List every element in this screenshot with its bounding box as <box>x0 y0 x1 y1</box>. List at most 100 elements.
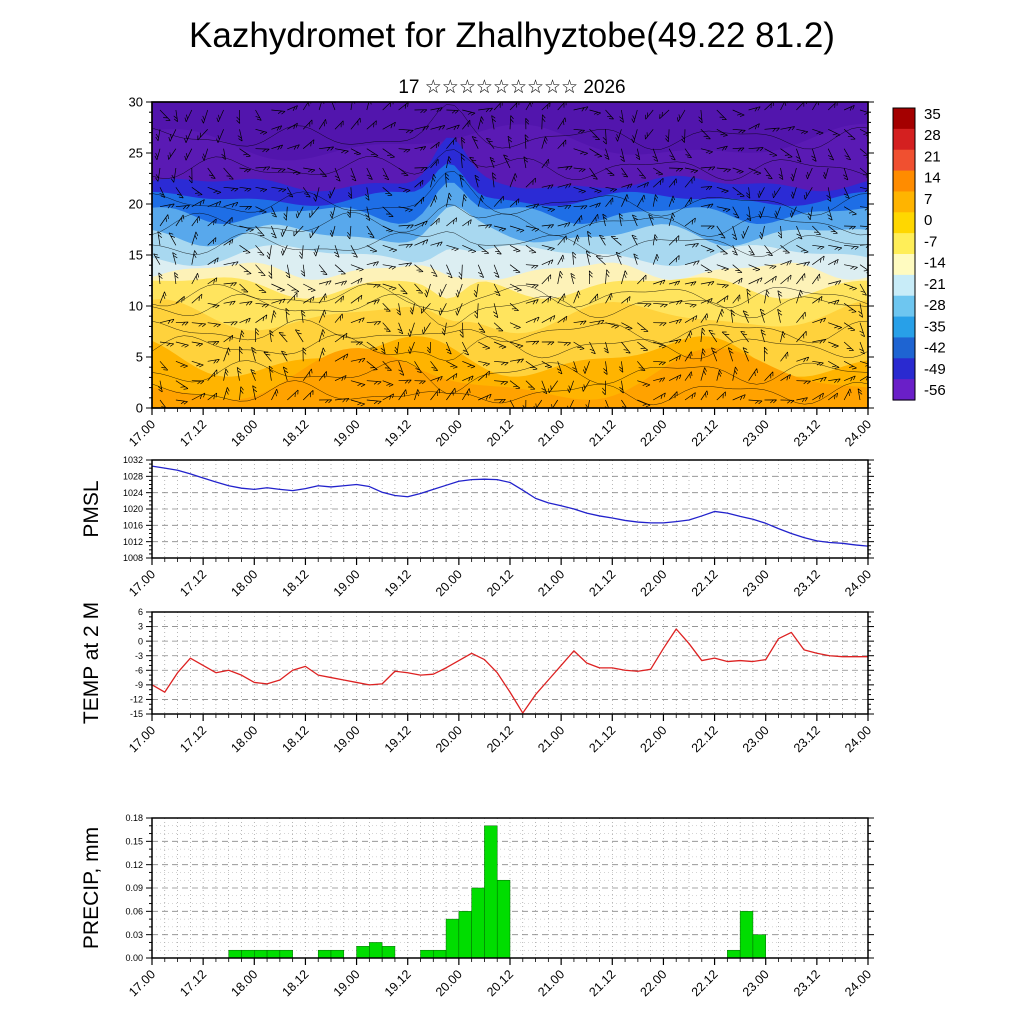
svg-text:20.12: 20.12 <box>484 567 516 599</box>
svg-text:19.12: 19.12 <box>382 567 414 599</box>
svg-text:20: 20 <box>129 197 143 212</box>
precip-panel: 0.00 0.03 0.06 0.09 0.12 0.15 0.18 17.00 17.12 18… <box>125 813 874 999</box>
svg-text:1028: 1028 <box>123 471 143 481</box>
svg-text:0.09: 0.09 <box>125 883 143 893</box>
series-line <box>151 465 869 547</box>
svg-text:23.00: 23.00 <box>740 967 772 999</box>
svg-text:23.00: 23.00 <box>740 723 772 755</box>
wind-barbs <box>153 102 868 408</box>
precip-bar <box>420 949 434 959</box>
svg-text:24.00: 24.00 <box>842 723 874 755</box>
page-title: Kazhydromet for Zhalhyztobe(49.22 81.2) <box>189 16 835 55</box>
svg-text:-49: -49 <box>924 361 946 378</box>
svg-text:24.00: 24.00 <box>842 567 874 599</box>
svg-text:-56: -56 <box>924 382 946 399</box>
svg-text:18.00: 18.00 <box>228 723 260 755</box>
svg-text:35: 35 <box>924 106 941 123</box>
series-line <box>151 628 868 714</box>
svg-text:23.12: 23.12 <box>791 967 823 999</box>
svg-text:-35: -35 <box>924 318 946 335</box>
svg-text:1008: 1008 <box>123 553 143 563</box>
precip-bar <box>752 934 766 959</box>
svg-text:17.00: 17.00 <box>126 417 158 449</box>
svg-text:-6: -6 <box>135 665 143 675</box>
precip-bar <box>254 949 268 959</box>
page-subtitle: 17 ☆☆☆☆☆☆☆☆☆ 2026 <box>398 77 626 98</box>
svg-text:23.00: 23.00 <box>740 567 772 599</box>
svg-text:17.00: 17.00 <box>126 567 158 599</box>
svg-text:22.00: 22.00 <box>638 967 670 999</box>
temp-panel: -15 -12 -9 -6 -3 0 3 6 17.00 17.12 18.00 18.12 19.00… <box>126 607 874 755</box>
svg-text:28: 28 <box>924 127 941 144</box>
svg-text:19.12: 19.12 <box>382 967 414 999</box>
svg-text:22.12: 22.12 <box>689 567 721 599</box>
svg-text:19.12: 19.12 <box>382 417 414 449</box>
cross-section-fill <box>152 102 868 408</box>
svg-text:20.12: 20.12 <box>484 723 516 755</box>
svg-text:21.12: 21.12 <box>586 417 618 449</box>
colorbar: 35 28 21 14 7 0 -7 -14 -21 -28 -35 -42 -49 -56 <box>892 106 946 401</box>
svg-text:0: 0 <box>138 636 143 646</box>
svg-text:17.12: 17.12 <box>177 723 209 755</box>
precip-bar <box>484 825 498 959</box>
svg-text:1024: 1024 <box>123 488 143 498</box>
svg-text:19.00: 19.00 <box>331 417 363 449</box>
svg-text:18.00: 18.00 <box>228 417 260 449</box>
precip-bar <box>356 946 370 959</box>
svg-text:30: 30 <box>129 96 143 110</box>
svg-text:-21: -21 <box>924 276 946 293</box>
precip-bar <box>727 949 741 959</box>
svg-text:22.00: 22.00 <box>638 723 670 755</box>
svg-text:1016: 1016 <box>123 520 143 530</box>
svg-text:-28: -28 <box>924 297 946 314</box>
svg-text:20.00: 20.00 <box>433 723 465 755</box>
svg-text:21.12: 21.12 <box>586 567 618 599</box>
svg-text:21.00: 21.00 <box>535 723 567 755</box>
svg-text:0: 0 <box>924 212 932 229</box>
precip-bar <box>228 949 242 959</box>
svg-text:21.00: 21.00 <box>535 417 567 449</box>
svg-text:23.12: 23.12 <box>791 723 823 755</box>
svg-text:18.12: 18.12 <box>280 417 312 449</box>
precip-bar <box>433 949 447 959</box>
precip-bar <box>458 911 472 959</box>
svg-text:24.00: 24.00 <box>842 967 874 999</box>
svg-text:1020: 1020 <box>123 504 143 514</box>
svg-text:22.12: 22.12 <box>689 417 721 449</box>
svg-text:22.12: 22.12 <box>689 723 721 755</box>
svg-text:21.00: 21.00 <box>535 567 567 599</box>
precip-bar <box>381 946 396 959</box>
svg-text:21.00: 21.00 <box>535 967 567 999</box>
svg-text:0.18: 0.18 <box>125 813 143 823</box>
svg-text:0.12: 0.12 <box>125 860 143 870</box>
svg-text:24.00: 24.00 <box>842 417 874 449</box>
svg-text:-12: -12 <box>130 695 143 705</box>
svg-text:21.12: 21.12 <box>586 723 618 755</box>
svg-text:-9: -9 <box>135 680 143 690</box>
svg-text:-14: -14 <box>924 255 946 272</box>
svg-text:10: 10 <box>129 299 143 314</box>
precip-bar <box>279 949 293 959</box>
svg-text:19.00: 19.00 <box>331 967 363 999</box>
svg-text:0.03: 0.03 <box>125 930 143 940</box>
svg-text:19.00: 19.00 <box>331 567 363 599</box>
svg-text:6: 6 <box>138 607 143 617</box>
precip-bar <box>471 887 485 959</box>
svg-text:18.00: 18.00 <box>228 567 260 599</box>
svg-text:23.00: 23.00 <box>740 417 772 449</box>
svg-text:0: 0 <box>136 401 143 416</box>
svg-text:22.00: 22.00 <box>638 417 670 449</box>
svg-text:17.00: 17.00 <box>126 967 158 999</box>
cross-section-panel: 0 5 10 15 20 25 30 17.00 17.12 18.00 18.12 19.00 19.… <box>126 96 946 449</box>
precip-bar <box>445 918 460 959</box>
svg-text:22.00: 22.00 <box>638 567 670 599</box>
svg-text:21.12: 21.12 <box>586 967 618 999</box>
svg-text:-42: -42 <box>924 340 946 357</box>
svg-text:20.00: 20.00 <box>433 417 465 449</box>
svg-text:25: 25 <box>129 146 143 161</box>
svg-text:1012: 1012 <box>123 537 143 547</box>
svg-text:17.00: 17.00 <box>126 723 158 755</box>
svg-text:22.12: 22.12 <box>689 967 721 999</box>
svg-text:23.12: 23.12 <box>791 567 823 599</box>
plot-frame <box>151 611 869 715</box>
